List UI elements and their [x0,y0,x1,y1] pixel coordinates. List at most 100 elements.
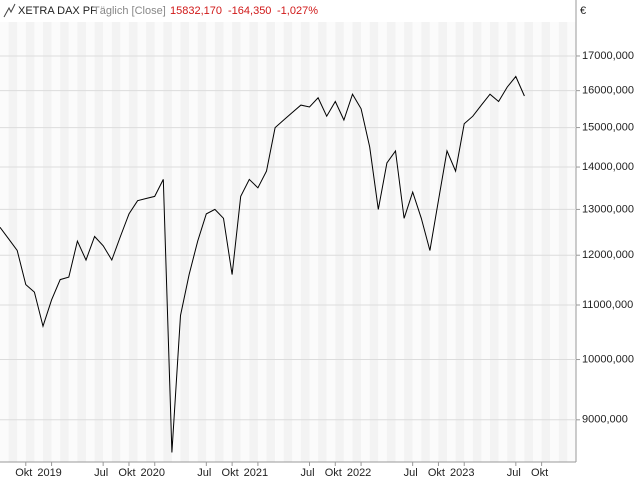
x-tick-label: 2023 [450,467,474,479]
x-tick-label: 2022 [347,467,371,479]
month-band [146,22,155,462]
month-band [128,22,138,462]
month-band [524,22,534,462]
month-band [85,22,95,462]
x-tick-label: Jul [507,467,521,479]
x-tick-label: Okt [222,467,239,479]
last-price: 15832,170 [170,5,222,17]
month-band [206,22,215,462]
month-band [309,22,319,462]
month-band [17,22,26,462]
month-band [404,22,413,462]
period-label: Täglich [Close] [93,5,166,17]
x-tick-label: Okt [531,467,548,479]
y-tick-label: 12000,000 [582,249,634,261]
month-band [421,22,430,462]
month-band [326,22,336,462]
month-band [137,22,147,462]
x-tick-label: Jul [300,467,314,479]
month-band [154,22,164,462]
month-band [464,22,473,462]
month-band [378,22,387,462]
y-tick-label: 16000,000 [582,85,634,97]
month-band [171,22,181,462]
month-band [266,22,276,462]
month-band [249,22,258,462]
y-tick-label: 17000,000 [582,50,634,62]
x-tick-label: Okt [428,467,445,479]
month-band [197,22,207,462]
month-band [257,22,267,462]
header: XETRA DAX PF Täglich [Close] 15832,170 -… [0,0,575,22]
month-band [68,22,78,462]
month-band [515,22,525,462]
x-tick-label: Okt [15,467,32,479]
month-band [567,22,576,462]
y-tick-label: 11000,000 [582,299,633,311]
month-band [412,22,422,462]
month-band [490,22,499,462]
x-tick-label: Okt [118,467,135,479]
month-band [429,22,439,462]
month-band [550,22,559,462]
x-tick-label: 2020 [141,467,165,479]
month-band [318,22,327,462]
month-band [180,22,190,462]
month-band [472,22,482,462]
month-band [34,22,43,462]
background-bands [0,22,576,462]
month-band [223,22,233,462]
month-band [163,22,172,462]
x-tick-label: Jul [94,467,108,479]
month-band [214,22,224,462]
month-band [438,22,448,462]
month-band [103,22,112,462]
month-band [507,22,516,462]
month-band [0,22,9,462]
month-band [498,22,508,462]
month-band [335,22,344,462]
month-band [533,22,542,462]
y-tick-label: 9000,000 [582,414,628,426]
instrument-name: XETRA DAX PF [18,5,97,17]
month-band [42,22,52,462]
month-band [386,22,396,462]
month-band [77,22,86,462]
month-band [455,22,465,462]
price-line [0,75,525,453]
month-band [292,22,301,462]
month-band [283,22,293,462]
month-band [60,22,69,462]
y-tick-label: 10000,000 [582,353,634,365]
month-band [481,22,491,462]
month-band [94,22,104,462]
change: -164,350 [228,5,271,17]
y-axis-unit: € [580,5,586,17]
month-band [189,22,198,462]
month-band [275,22,284,462]
month-band [352,22,362,462]
month-band [541,22,551,462]
y-tick-label: 14000,000 [582,161,634,173]
month-band [395,22,405,462]
month-band [240,22,250,462]
x-tick-label: Jul [404,467,418,479]
month-band [8,22,18,462]
month-band [120,22,129,462]
month-band [447,22,456,462]
month-band [558,22,568,462]
month-band [361,22,370,462]
y-tick-label: 13000,000 [582,203,634,215]
month-band [232,22,241,462]
month-band [51,22,61,462]
x-tick-label: Jul [197,467,211,479]
chart-icon [3,3,16,18]
change-percent: -1,027% [277,5,318,17]
month-band [300,22,310,462]
month-band [343,22,353,462]
x-tick-label: Okt [325,467,342,479]
x-tick-label: 2021 [244,467,268,479]
x-tick-label: 2019 [37,467,61,479]
